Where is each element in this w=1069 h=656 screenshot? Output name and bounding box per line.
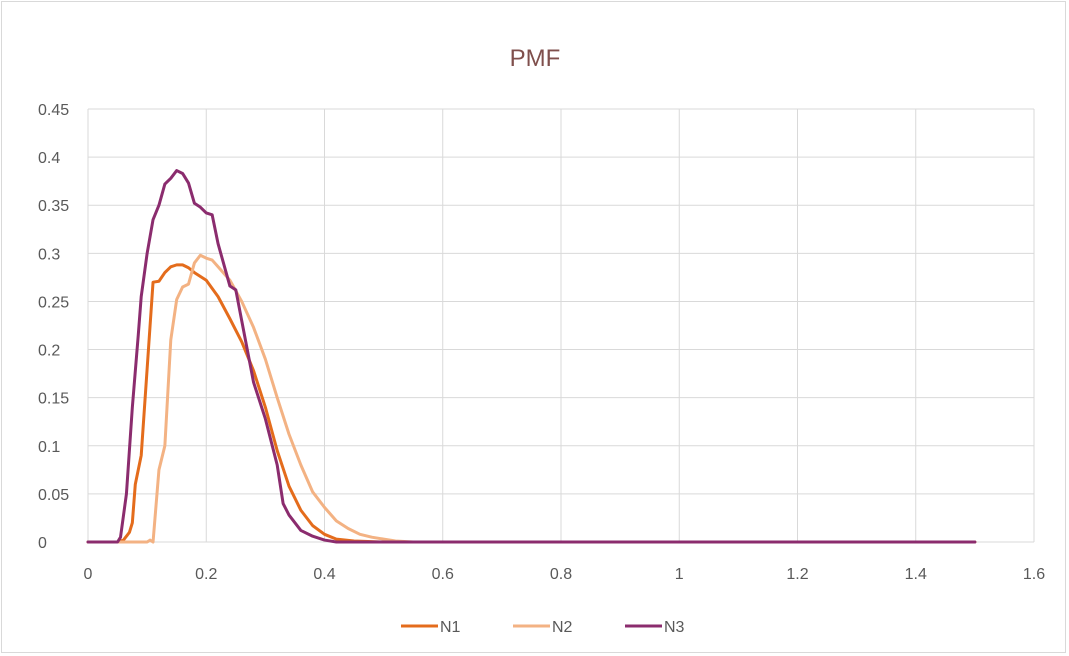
- x-tick-label: 0.6: [432, 566, 454, 583]
- y-tick-label: 0.1: [38, 439, 60, 456]
- y-tick-label: 0.35: [38, 198, 69, 215]
- x-tick-label: 1: [675, 566, 684, 583]
- y-tick-label: 0.15: [38, 391, 69, 408]
- series-line-n2: [86, 253, 977, 544]
- x-tick-label: 0.2: [195, 566, 217, 583]
- series-line-n3: [86, 169, 977, 544]
- y-tick-label: 0.05: [38, 487, 69, 504]
- x-tick-label: 0.8: [550, 566, 572, 583]
- x-tick-label: 1.4: [905, 566, 927, 583]
- y-tick-label: 0: [38, 535, 47, 552]
- grid-lines: [87, 108, 1035, 543]
- legend-label-n1: N1: [440, 619, 461, 636]
- y-tick-label: 0.25: [38, 294, 69, 311]
- series-line-n1: [86, 263, 977, 544]
- legend-label-n2: N2: [552, 619, 573, 636]
- y-tick-label: 0.45: [38, 102, 69, 119]
- y-tick-label: 0.2: [38, 343, 60, 360]
- x-tick-label: 0: [84, 566, 93, 583]
- chart-title: PMF: [510, 45, 561, 72]
- x-tick-label: 1.2: [786, 566, 808, 583]
- legend-label-n3: N3: [664, 619, 685, 636]
- axis-ticks: 0 0.05 0.1 0.15 0.2 0.25 0.3 0.35 0.4 0.45 0 0.2 0.4…: [38, 102, 1045, 583]
- y-tick-label: 0.3: [38, 246, 60, 263]
- series-lines: [86, 169, 977, 544]
- y-tick-label: 0.4: [38, 150, 60, 167]
- x-tick-label: 0.4: [313, 566, 335, 583]
- legend: N1 N2 N3: [401, 619, 685, 636]
- x-tick-label: 1.6: [1023, 566, 1045, 583]
